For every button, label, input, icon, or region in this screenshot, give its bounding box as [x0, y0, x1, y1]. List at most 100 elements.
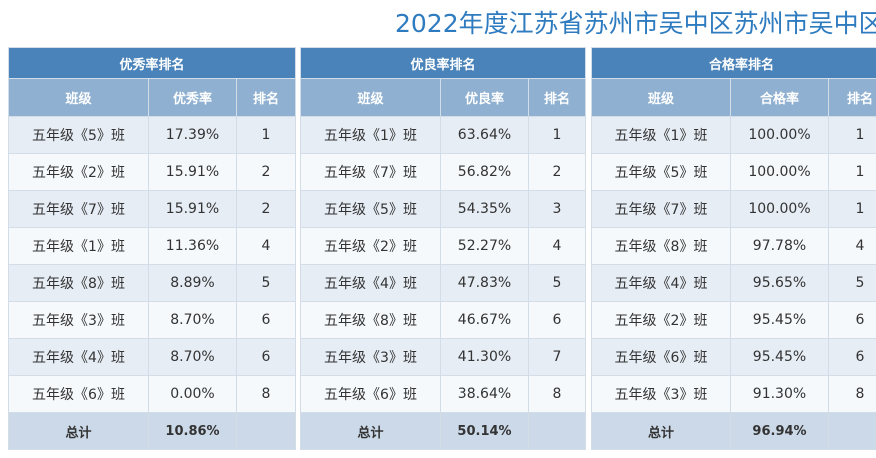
class-name-cell: 五年级《6》班: [8, 375, 149, 413]
rate-cell: 52.27%: [440, 227, 529, 265]
class-name-cell: 五年级《5》班: [8, 116, 149, 154]
class-name-cell: 五年级《8》班: [300, 301, 441, 339]
table-row: 五年级《8》班 97.78% 4: [591, 227, 876, 265]
class-name-cell: 五年级《2》班: [300, 227, 441, 265]
rate-cell: 47.83%: [440, 264, 529, 302]
table-title: 合格率排名: [590, 47, 876, 79]
rate-cell: 63.64%: [440, 116, 529, 154]
class-name-cell: 五年级《3》班: [591, 375, 731, 413]
rate-cell: 46.67%: [440, 301, 529, 339]
table-row: 五年级《8》班 8.89% 5: [8, 264, 297, 302]
column-header-rate: 合格率: [730, 78, 829, 117]
rate-cell: 17.39%: [148, 116, 237, 154]
table-row: 五年级《1》班 11.36% 4: [8, 227, 297, 265]
class-name-cell: 五年级《6》班: [300, 375, 441, 413]
table-row: 五年级《3》班 41.30% 7: [300, 338, 587, 376]
column-header-class: 班级: [300, 78, 441, 117]
total-rank: [527, 412, 587, 450]
rate-cell: 95.45%: [730, 338, 829, 376]
page-title: 2022年度江苏省苏州市吴中区苏州市吴中区碧: [395, 9, 876, 38]
table-row: 五年级《6》班 0.00% 8: [8, 375, 297, 413]
rate-cell: 8.70%: [148, 338, 237, 376]
rank-cell: 4: [235, 227, 297, 265]
table-row: 五年级《1》班 100.00% 1: [591, 116, 876, 154]
class-name-cell: 五年级《3》班: [300, 338, 441, 376]
class-name-cell: 五年级《6》班: [591, 338, 731, 376]
total-label: 总计: [591, 412, 731, 450]
rank-cell: 1: [527, 116, 587, 154]
total-rate: 96.94%: [730, 412, 829, 450]
rank-cell: 4: [527, 227, 587, 265]
rank-cell: 2: [527, 153, 587, 191]
total-rate: 10.86%: [148, 412, 237, 450]
rate-cell: 41.30%: [440, 338, 529, 376]
column-header-rank: 排名: [827, 78, 876, 117]
rate-cell: 91.30%: [730, 375, 829, 413]
table-row: 五年级《7》班 15.91% 2: [8, 190, 297, 228]
rate-cell: 95.45%: [730, 301, 829, 339]
class-name-cell: 五年级《4》班: [591, 264, 731, 302]
class-name-cell: 五年级《7》班: [591, 190, 731, 228]
table-row: 五年级《4》班 47.83% 5: [300, 264, 587, 302]
column-header-class: 班级: [591, 78, 731, 117]
table-row: 五年级《7》班 56.82% 2: [300, 153, 587, 191]
rank-cell: 1: [827, 190, 876, 228]
rank-cell: 5: [235, 264, 297, 302]
table-row: 五年级《3》班 8.70% 6: [8, 301, 297, 339]
table-row: 五年级《5》班 100.00% 1: [591, 153, 876, 191]
table-row: 五年级《2》班 15.91% 2: [8, 153, 297, 191]
rate-cell: 100.00%: [730, 116, 829, 154]
rank-cell: 2: [235, 153, 297, 191]
pass-rate-table: 合格率排名 班级 合格率 排名 五年级《1》班 100.00% 1 五年级《5》班 10…: [590, 47, 876, 450]
rank-cell: 6: [827, 301, 876, 339]
rate-cell: 56.82%: [440, 153, 529, 191]
table-row: 五年级《6》班 95.45% 6: [591, 338, 876, 376]
table-row: 五年级《2》班 95.45% 6: [591, 301, 876, 339]
total-row: 总计 50.14%: [300, 412, 587, 450]
rank-cell: 7: [527, 338, 587, 376]
table-row: 五年级《1》班 63.64% 1: [300, 116, 587, 154]
rate-cell: 15.91%: [148, 190, 237, 228]
total-rank: [827, 412, 876, 450]
rank-cell: 6: [235, 338, 297, 376]
total-label: 总计: [300, 412, 441, 450]
total-label: 总计: [8, 412, 149, 450]
rank-cell: 6: [235, 301, 297, 339]
table-row: 五年级《4》班 95.65% 5: [591, 264, 876, 302]
total-row: 总计 10.86%: [8, 412, 297, 450]
rate-cell: 100.00%: [730, 153, 829, 191]
rank-cell: 4: [827, 227, 876, 265]
class-name-cell: 五年级《5》班: [591, 153, 731, 191]
column-header-rank: 排名: [527, 78, 587, 117]
rank-cell: 1: [827, 116, 876, 154]
column-header-class: 班级: [8, 78, 149, 117]
table-row: 五年级《5》班 54.35% 3: [300, 190, 587, 228]
good-rate-table: 优良率排名 班级 优良率 排名 五年级《1》班 63.64% 1 五年级《7》班 56.…: [299, 47, 587, 450]
table-row: 五年级《3》班 91.30% 8: [591, 375, 876, 413]
rank-cell: 6: [527, 301, 587, 339]
class-name-cell: 五年级《5》班: [300, 190, 441, 228]
column-header-rate: 优良率: [440, 78, 529, 117]
class-name-cell: 五年级《4》班: [300, 264, 441, 302]
rank-cell: 1: [827, 153, 876, 191]
class-name-cell: 五年级《1》班: [591, 116, 731, 154]
class-name-cell: 五年级《4》班: [8, 338, 149, 376]
table-row: 五年级《6》班 38.64% 8: [300, 375, 587, 413]
table-row: 五年级《2》班 52.27% 4: [300, 227, 587, 265]
rank-cell: 6: [827, 338, 876, 376]
class-name-cell: 五年级《8》班: [591, 227, 731, 265]
table-title: 优秀率排名: [7, 47, 297, 79]
class-name-cell: 五年级《7》班: [8, 190, 149, 228]
rate-cell: 97.78%: [730, 227, 829, 265]
table-row: 五年级《8》班 46.67% 6: [300, 301, 587, 339]
rate-cell: 8.89%: [148, 264, 237, 302]
class-name-cell: 五年级《2》班: [591, 301, 731, 339]
class-name-cell: 五年级《8》班: [8, 264, 149, 302]
rate-cell: 15.91%: [148, 153, 237, 191]
rate-cell: 100.00%: [730, 190, 829, 228]
table-row: 五年级《7》班 100.00% 1: [591, 190, 876, 228]
total-row: 总计 96.94%: [591, 412, 876, 450]
rate-cell: 54.35%: [440, 190, 529, 228]
rank-cell: 2: [235, 190, 297, 228]
class-name-cell: 五年级《7》班: [300, 153, 441, 191]
